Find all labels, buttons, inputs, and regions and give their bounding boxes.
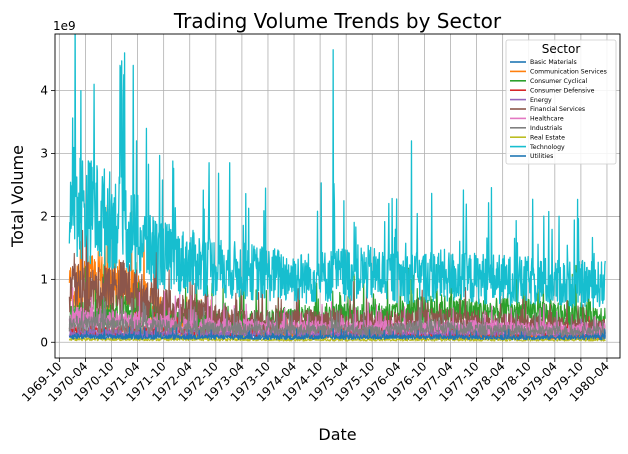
legend-label: Energy — [530, 97, 552, 104]
legend-label: Consumer Cyclical — [530, 78, 588, 85]
y-tick-label: 3 — [40, 147, 48, 161]
series-group — [68, 34, 606, 342]
legend-label: Technology — [529, 144, 565, 151]
plot-frame — [54, 33, 621, 359]
y-tick-label: 2 — [40, 209, 48, 223]
legend-label: Basic Materials — [530, 59, 577, 66]
legend-label: Financial Services — [530, 106, 585, 113]
legend-label: Utilities — [530, 153, 553, 160]
grid — [55, 34, 620, 358]
legend-label: Real Estate — [530, 134, 565, 141]
legend-box — [505, 39, 617, 165]
legend-label: Industrials — [530, 125, 562, 132]
y-tick-label: 1 — [40, 272, 48, 286]
y-offset-label: 1e9 — [53, 19, 76, 33]
y-axis-label: Total Volume — [8, 145, 27, 248]
series-line-technology — [68, 34, 606, 309]
legend: Sector Basic Materials Communication Servi… — [505, 39, 617, 165]
legend-label: Healthcare — [530, 116, 564, 123]
y-tick-label: 4 — [40, 84, 48, 98]
legend-label: Communication Services — [530, 69, 607, 76]
legend-title: Sector — [542, 42, 581, 56]
legend-label: Consumer Defensive — [530, 87, 595, 94]
series-line-industrials — [68, 295, 606, 338]
y-axis: 0 1 2 3 4 — [40, 84, 55, 349]
y-tick-label: 0 — [40, 335, 48, 349]
x-axis: 1969-101970-041970-101971-041971-101972-… — [19, 358, 612, 405]
chart-title: Trading Volume Trends by Sector — [173, 9, 502, 33]
series-line-utilities — [68, 326, 606, 341]
x-axis-label: Date — [318, 425, 356, 444]
